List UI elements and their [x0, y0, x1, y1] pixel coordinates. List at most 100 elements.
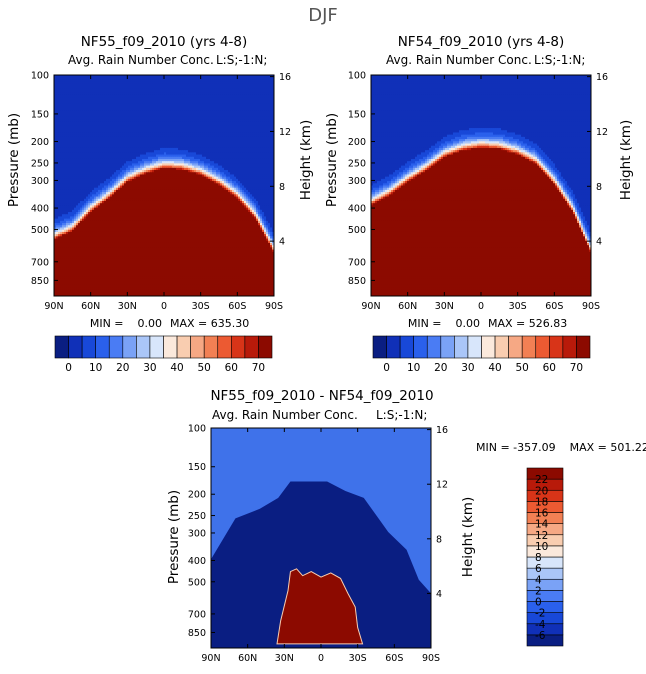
field-cell — [62, 105, 65, 109]
field-cell — [82, 154, 85, 158]
field-cell — [114, 136, 117, 140]
field-cell — [94, 77, 97, 80]
field-cell — [168, 90, 171, 94]
field-cell — [94, 130, 97, 133]
field-cell — [124, 136, 127, 140]
field-cell — [238, 94, 241, 98]
field-cell — [232, 97, 235, 100]
field-cell — [68, 83, 71, 87]
field-cell — [164, 165, 167, 169]
field-cell — [64, 90, 67, 94]
field-cell — [268, 150, 271, 153]
field-cell — [196, 86, 199, 89]
field-cell — [230, 165, 233, 169]
field-cell — [186, 112, 189, 116]
field-cell — [88, 101, 91, 105]
field-cell — [162, 77, 165, 80]
field-cell — [112, 154, 115, 158]
field-cell — [250, 77, 253, 80]
field-cell — [82, 152, 85, 156]
field-cell — [208, 79, 211, 83]
field-cell — [254, 105, 257, 109]
field-cell — [138, 101, 141, 105]
field-cell — [72, 110, 75, 114]
field-cell — [266, 130, 269, 133]
field-cell — [234, 119, 237, 122]
field-cell — [236, 128, 239, 131]
field-cell — [160, 99, 163, 103]
field-cell — [198, 112, 201, 116]
field-cell — [214, 161, 217, 164]
field-cell — [60, 161, 63, 164]
field-cell — [86, 161, 89, 164]
field-cell — [82, 156, 85, 160]
field-cell — [262, 163, 265, 167]
field-cell — [168, 114, 171, 118]
field-cell — [56, 136, 59, 140]
field-cell — [56, 119, 59, 122]
field-cell — [68, 158, 71, 162]
field-cell — [68, 90, 71, 94]
field-cell — [148, 161, 151, 164]
field-cell — [222, 128, 225, 131]
field-cell — [66, 158, 69, 162]
field-cell — [84, 167, 87, 171]
field-cell — [104, 154, 107, 158]
field-cell — [238, 110, 241, 114]
field-cell — [264, 81, 267, 85]
field-cell — [80, 143, 83, 147]
field-cell — [168, 99, 171, 103]
field-cell — [140, 97, 143, 100]
field-cell — [232, 116, 235, 120]
field-cell — [88, 83, 91, 87]
field-cell — [154, 86, 157, 89]
field-cell — [140, 154, 143, 158]
field-cell — [70, 136, 73, 140]
field-cell — [184, 94, 187, 98]
field-cell — [96, 147, 99, 151]
field-cell — [160, 81, 163, 85]
field-cell — [120, 94, 123, 98]
field-cell — [78, 90, 81, 94]
field-cell — [196, 92, 199, 96]
field-cell — [164, 147, 167, 151]
field-cell — [54, 136, 57, 140]
field-cell — [78, 97, 81, 100]
field-cell — [262, 101, 265, 105]
field-cell — [120, 172, 123, 175]
field-cell — [200, 116, 203, 120]
field-cell — [174, 114, 177, 118]
field-cell — [242, 128, 245, 131]
field-cell — [200, 83, 203, 87]
field-cell — [64, 99, 67, 103]
field-cell — [66, 152, 69, 156]
field-cell — [216, 94, 219, 98]
field-cell — [176, 92, 179, 96]
field-cell — [152, 139, 155, 142]
field-cell — [212, 167, 215, 171]
field-cell — [80, 103, 83, 107]
field-cell — [126, 103, 129, 107]
field-cell — [172, 105, 175, 109]
field-cell — [72, 143, 75, 147]
field-cell — [118, 92, 121, 96]
field-cell — [258, 158, 261, 162]
field-cell — [176, 143, 179, 147]
field-cell — [198, 92, 201, 96]
field-cell — [234, 86, 237, 89]
field-cell — [114, 112, 117, 116]
field-cell — [174, 105, 177, 109]
field-cell — [246, 145, 249, 149]
field-cell — [170, 110, 173, 114]
field-cell — [140, 128, 143, 131]
field-cell — [222, 134, 225, 138]
field-cell — [250, 75, 253, 78]
field-cell — [248, 86, 251, 89]
field-cell — [70, 154, 73, 158]
field-cell — [200, 163, 203, 167]
field-cell — [78, 101, 81, 105]
field-cell — [60, 136, 63, 140]
field-cell — [80, 81, 83, 85]
field-cell — [188, 79, 191, 83]
field-cell — [218, 165, 221, 169]
